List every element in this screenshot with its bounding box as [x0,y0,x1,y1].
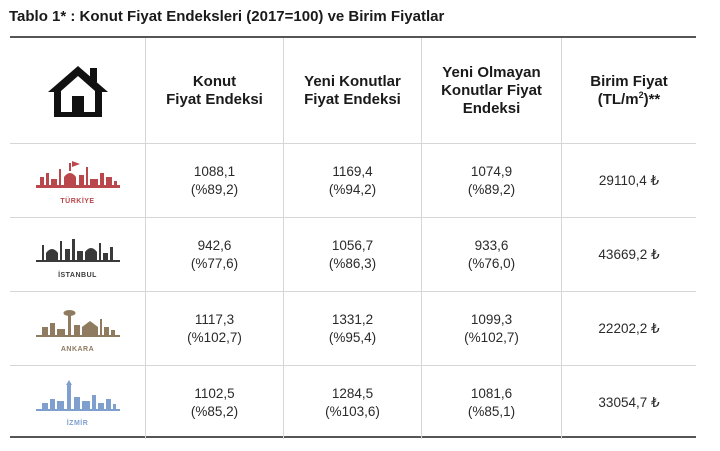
percent: (%95,4) [328,329,377,345]
col-header-yeni-konutlar: Yeni Konutlar Fiyat Endeksi [283,38,421,143]
percent: (%86,3) [328,255,377,271]
value: 1088,1 [193,163,236,179]
percent: (%89,2) [467,181,516,197]
table-row: TÜRKİYE 1088,1 (%89,2) 1169,4 (%94,2) 1074… [10,144,696,218]
unit-price-cell: 33054,7 ₺ [561,366,696,439]
col-header-konut-fiyat-endeksi: Konut Fiyat Endeksi [145,38,283,143]
value: 933,6 [474,237,509,253]
percent: (%102,7) [187,329,242,345]
turkiye-skyline-icon [35,160,120,188]
table-row: ANKARA 1117,3 (%102,7) 1331,2 (%95,4) 1099… [10,292,696,366]
konut-index-cell: 1088,1 (%89,2) [145,144,283,217]
value: 1074,9 [470,163,513,179]
col3-line3: Endeksi [462,99,521,117]
ankara-skyline-icon [35,309,120,337]
unit-price-cell: 43669,2 ₺ [561,218,696,291]
table-row: İSTANBUL 942,6 (%77,6) 1056,7 (%86,3) 933,… [10,218,696,292]
yeni-olmayan-index-cell: 933,6 (%76,0) [421,218,561,291]
value: 1056,7 [331,237,374,253]
city-name: İSTANBUL [58,271,97,279]
yeni-index-cell: 1331,2 (%95,4) [283,292,421,365]
col4-line1: Birim Fiyat [590,72,668,90]
value: 1331,2 [331,311,374,327]
konut-index-cell: 942,6 (%77,6) [145,218,283,291]
city-name: ANKARA [60,345,95,353]
col3-line1: Yeni Olmayan [442,63,541,81]
unit-price-cell: 29110,4 ₺ [561,144,696,217]
percent: (%77,6) [190,255,239,271]
col-header-yeni-olmayan: Yeni Olmayan Konutlar Fiyat Endeksi [421,38,561,143]
price-index-table: Konut Fiyat Endeksi Yeni Konutlar Fiyat … [10,36,696,439]
yeni-index-cell: 1169,4 (%94,2) [283,144,421,217]
col4-unit-sup: 2 [638,89,644,100]
percent: (%85,2) [190,403,239,419]
konut-index-cell: 1117,3 (%102,7) [145,292,283,365]
col3-line2: Konutlar Fiyat [441,81,542,99]
col-header-birim-fiyat: Birim Fiyat (TL/m2)** [561,38,696,143]
istanbul-skyline-icon [35,238,120,262]
city-cell: İSTANBUL [10,218,145,291]
izmir-skyline-icon [35,379,120,411]
col1-line1: Konut [192,72,237,90]
yeni-index-cell: 1056,7 (%86,3) [283,218,421,291]
house-icon [47,65,108,117]
house-icon-cell [10,38,145,143]
col4-line2: (TL/m2)** [590,89,668,109]
col4-unit-pre: (TL/m [597,90,639,108]
city-cell: ANKARA [10,292,145,365]
value: 1081,6 [470,385,513,401]
konut-index-cell: 1102,5 (%85,2) [145,366,283,439]
yeni-index-cell: 1284,5 (%103,6) [283,366,421,439]
table-row: İZMİR 1102,5 (%85,2) 1284,5 (%103,6) 1081,… [10,366,696,439]
table-header: Konut Fiyat Endeksi Yeni Konutlar Fiyat … [10,38,696,144]
value: 1117,3 [194,311,235,327]
city-name: İZMİR [66,419,89,427]
yeni-olmayan-index-cell: 1099,3 (%102,7) [421,292,561,365]
percent: (%89,2) [190,181,239,197]
percent: (%102,7) [464,329,519,345]
col2-line1: Yeni Konutlar [304,72,401,90]
value: 942,6 [197,237,232,253]
percent: (%85,1) [467,403,516,419]
percent: (%76,0) [467,255,516,271]
percent: (%94,2) [328,181,377,197]
unit-price-cell: 22202,2 ₺ [561,292,696,365]
col2-line2: Fiyat Endeksi [304,90,401,108]
city-name: TÜRKİYE [60,197,95,205]
city-cell: İZMİR [10,366,145,439]
city-cell: TÜRKİYE [10,144,145,217]
yeni-olmayan-index-cell: 1074,9 (%89,2) [421,144,561,217]
yeni-olmayan-index-cell: 1081,6 (%85,1) [421,366,561,439]
value: 1102,5 [194,385,235,401]
col1-line2: Fiyat Endeksi [166,90,263,108]
percent: (%103,6) [325,403,380,419]
col4-unit-post: )** [643,90,661,108]
value: 1169,4 [332,163,373,179]
value: 1284,5 [331,385,374,401]
table-title: Tablo 1* : Konut Fiyat Endeksleri (2017=… [9,8,445,25]
value: 1099,3 [470,311,513,327]
